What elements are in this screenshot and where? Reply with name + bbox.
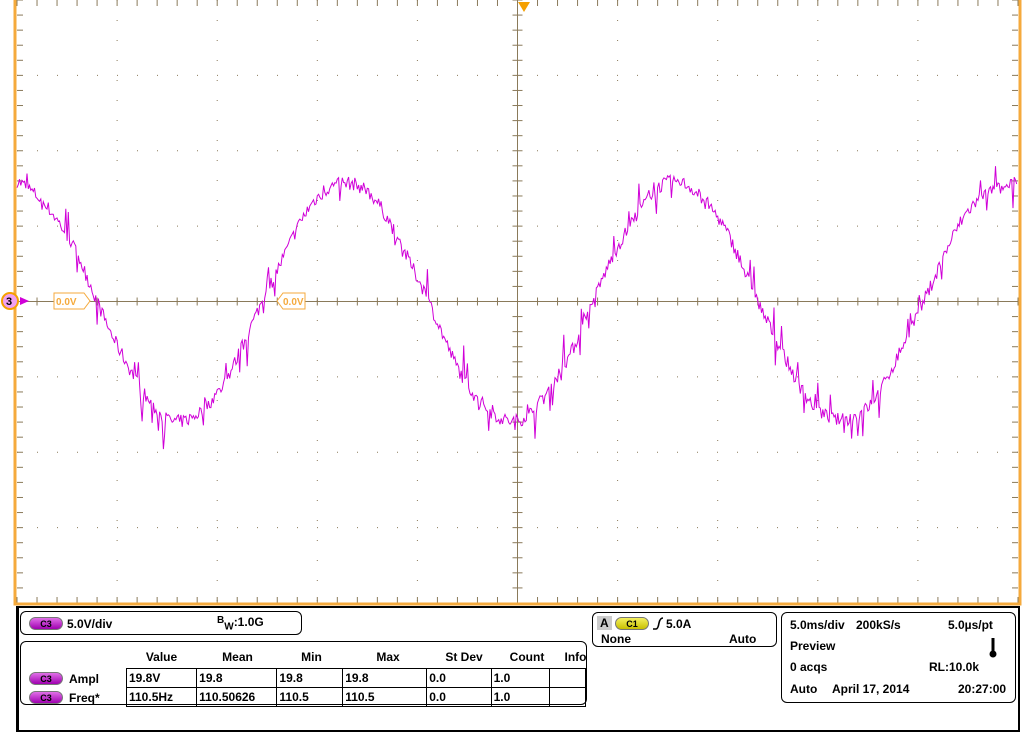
trigger-level: 5.0A bbox=[666, 617, 692, 631]
table-cell: 19.8V bbox=[125, 668, 198, 688]
trace-c3 bbox=[16, 166, 1018, 450]
graticule bbox=[16, 0, 1019, 604]
table-cell: 0.0 bbox=[426, 687, 492, 707]
column-header: Mean bbox=[222, 650, 253, 664]
table-cell: 0.0 bbox=[426, 668, 492, 688]
bandwidth-prefix: B bbox=[217, 615, 225, 626]
resolution: 5.0µs/pt bbox=[948, 618, 993, 632]
table-cell: 19.8 bbox=[342, 668, 428, 688]
timebase: 5.0ms/div bbox=[790, 618, 845, 632]
channel-3-ground-marker[interactable]: 3 bbox=[1, 292, 29, 310]
channel-marker-label: 3 bbox=[6, 296, 12, 308]
acquisition-count: 0 acqs bbox=[790, 660, 828, 674]
trigger-channel: C1 bbox=[615, 617, 649, 631]
table-cell bbox=[549, 668, 586, 688]
record-length: RL:10.0k bbox=[929, 660, 980, 674]
table-cell: 1.0 bbox=[490, 687, 551, 707]
waveform-display: 0.0V 0.0V 3 bbox=[1, 0, 1022, 606]
trigger-position-marker[interactable] bbox=[518, 2, 530, 12]
table-cell: 1.0 bbox=[490, 668, 551, 688]
table-cell: 110.5 bbox=[276, 687, 344, 707]
acquisition-settings[interactable]: 5.0ms/div 200kS/s 5.0µs/pt Preview 0 acq… bbox=[781, 612, 1016, 703]
time: 20:27:00 bbox=[958, 682, 1007, 696]
acquisition-state: Preview bbox=[790, 639, 836, 653]
measurement-table: 19.8V 19.8 19.8 19.8 0.0 1.0 110.5Hz 110.50626 1… bbox=[125, 668, 586, 707]
date: April 17, 2014 bbox=[832, 682, 910, 696]
bandwidth-value: :1.0G bbox=[233, 615, 264, 629]
sample-rate: 200kS/s bbox=[856, 618, 901, 632]
trigger-badge: A bbox=[597, 616, 612, 630]
bottom-panel bbox=[16, 606, 1020, 732]
table-cell bbox=[549, 687, 586, 707]
measurement-name[interactable]: Ampl bbox=[69, 672, 99, 686]
channel-badge: C3 bbox=[29, 672, 63, 686]
column-header: Count bbox=[509, 650, 545, 664]
bandwidth: BW:1.0G bbox=[217, 615, 264, 632]
measurement-name[interactable]: Freq* bbox=[69, 691, 100, 705]
vertical-settings[interactable]: C3 5.0V/div BW:1.0G bbox=[20, 611, 302, 635]
ground-label-text: 0.0V bbox=[56, 297, 77, 308]
column-header: Min bbox=[301, 650, 322, 664]
table-cell: 110.5 bbox=[342, 687, 428, 707]
ground-label-left: 0.0V bbox=[53, 292, 91, 310]
trigger-source-mode: None bbox=[601, 632, 631, 646]
thermometer-icon bbox=[989, 638, 997, 658]
table-cell: 110.50626 bbox=[196, 687, 278, 707]
table-cell: 19.8 bbox=[196, 668, 278, 688]
table-row: 110.5Hz 110.50626 110.5 110.5 0.0 1.0 bbox=[125, 687, 586, 707]
measurements-panel[interactable]: Value Mean Min Max St Dev Count Info C3 Ampl C3 F… bbox=[20, 641, 587, 707]
column-header: Info bbox=[564, 650, 587, 664]
bandwidth-sub: W bbox=[224, 621, 234, 633]
table-cell: 110.5Hz bbox=[125, 687, 198, 707]
table-cell: 19.8 bbox=[276, 668, 344, 688]
column-header: St Dev bbox=[445, 650, 483, 664]
column-header: Value bbox=[145, 650, 178, 664]
table-row: 19.8V 19.8 19.8 19.8 0.0 1.0 bbox=[125, 668, 586, 688]
rising-edge-icon bbox=[653, 617, 664, 630]
vertical-scale: 5.0V/div bbox=[67, 617, 113, 631]
column-header: Max bbox=[376, 650, 400, 664]
trigger-mode: Auto bbox=[729, 632, 757, 646]
ground-label-right: 0.0V bbox=[276, 292, 306, 310]
acquisition-mode: Auto bbox=[790, 682, 818, 696]
channel-badge: C3 bbox=[29, 617, 63, 631]
ground-label-text: 0.0V bbox=[283, 297, 304, 308]
trigger-settings[interactable]: A C1 5.0A None Auto bbox=[592, 612, 777, 647]
channel-badge: C3 bbox=[29, 691, 63, 705]
